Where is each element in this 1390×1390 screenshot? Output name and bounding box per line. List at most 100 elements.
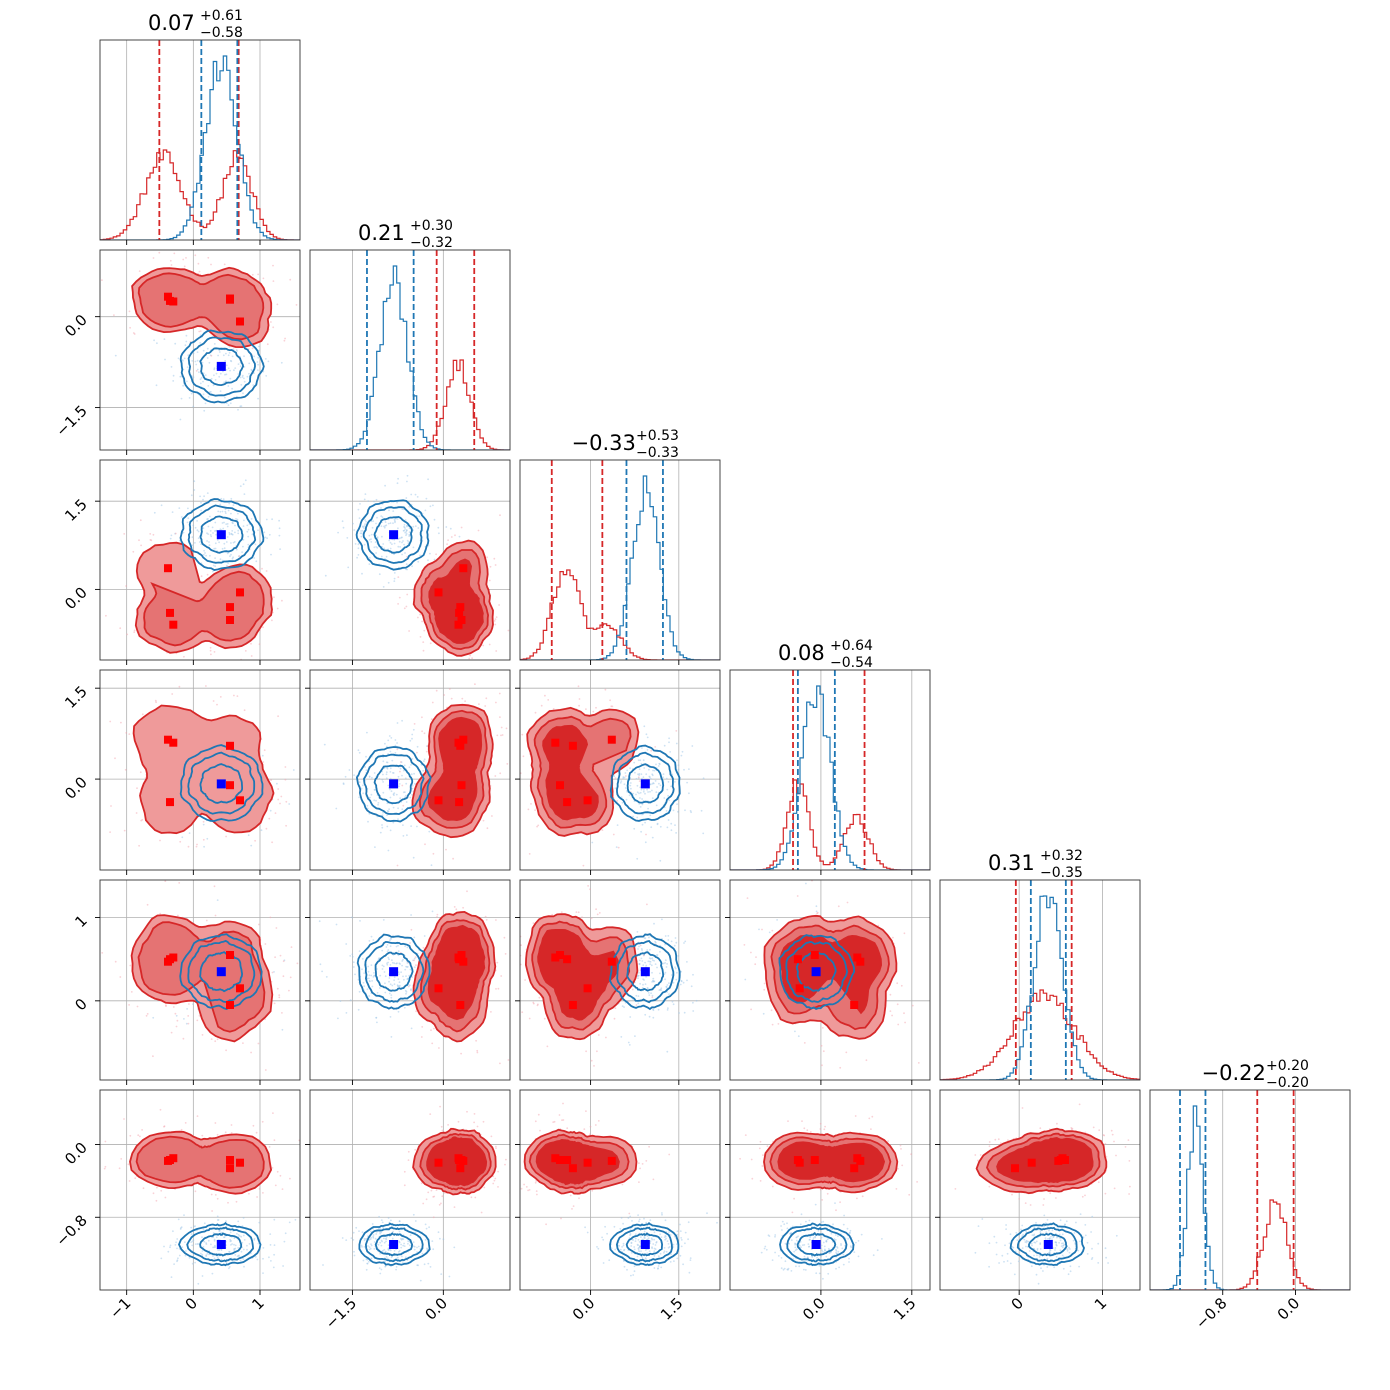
panel-3-2 <box>515 669 721 875</box>
blue-sample <box>404 528 406 530</box>
blue-sample <box>209 530 212 532</box>
blue-sample <box>393 518 396 521</box>
blue-sample <box>226 523 229 525</box>
red-sample <box>431 1042 434 1045</box>
blue-sample <box>629 782 632 784</box>
red-sample <box>182 662 184 664</box>
blue-sample <box>256 361 259 363</box>
red-sample <box>146 903 149 906</box>
blue-sample <box>670 785 672 788</box>
red-sample <box>635 1004 638 1006</box>
blue-sample <box>411 784 414 787</box>
blue-sample <box>692 1001 694 1004</box>
blue-sample <box>383 526 386 529</box>
red-sample <box>436 916 438 918</box>
blue-sample <box>650 992 652 995</box>
red-sample <box>238 555 241 557</box>
blue-sample <box>242 525 245 527</box>
red-sample <box>489 565 492 568</box>
blue-sample <box>416 496 419 498</box>
red-sample <box>468 657 471 660</box>
blue-sample <box>667 935 670 937</box>
blue-sample <box>232 556 235 559</box>
red-sample <box>631 988 634 991</box>
y-tick-label-3-1: 1.5 <box>61 682 91 712</box>
blue-sample <box>417 527 420 529</box>
blue-sample <box>351 955 354 958</box>
blue-sample <box>184 344 187 347</box>
blue-sample <box>373 799 376 802</box>
blue-sample <box>156 342 158 345</box>
blue-sample <box>410 493 413 496</box>
red-sample <box>455 908 458 911</box>
red-sample <box>216 703 218 706</box>
blue-sample <box>204 552 206 554</box>
blue-sample <box>670 940 673 943</box>
red-marker-0 <box>164 292 172 301</box>
blue-sample <box>222 370 224 373</box>
red-sample <box>251 273 254 276</box>
red-sample <box>763 982 766 985</box>
blue-sample <box>196 529 199 532</box>
blue-sample <box>641 803 644 806</box>
blue-sample <box>410 764 412 766</box>
red-histogram <box>100 149 300 240</box>
blue-sample <box>397 950 400 952</box>
blue-sample <box>389 937 392 940</box>
blue-sample <box>382 773 384 776</box>
red-sample <box>270 779 272 782</box>
blue-sample <box>399 963 401 965</box>
blue-sample <box>409 796 412 799</box>
y-tick-label-4-0: 0 <box>71 995 90 1014</box>
red-sample <box>295 304 298 306</box>
red-sample <box>575 911 578 913</box>
blue-sample <box>409 968 412 971</box>
red-sample <box>154 699 157 702</box>
blue-sample <box>390 994 393 996</box>
red-sample <box>275 927 278 929</box>
red-sample <box>936 970 938 972</box>
blue-sample <box>674 937 677 939</box>
blue-sample <box>399 546 401 548</box>
blue-sample <box>640 788 643 791</box>
blue-sample <box>375 522 377 525</box>
red-marker-4 <box>563 955 572 964</box>
red-sample <box>534 711 537 714</box>
red-sample <box>402 804 405 807</box>
red-sample <box>145 1014 148 1017</box>
blue-sample <box>359 532 362 535</box>
blue-sample <box>383 525 385 528</box>
red-sample <box>280 795 283 798</box>
red-sample <box>140 544 142 547</box>
blue-sample <box>387 956 390 959</box>
blue-sample <box>363 498 366 501</box>
blue-sample <box>686 979 688 982</box>
blue-sample <box>776 919 778 921</box>
blue-sample <box>381 814 384 817</box>
red-sample <box>149 539 152 541</box>
blue-sample <box>212 384 215 387</box>
blue-sample <box>396 742 398 744</box>
red-marker-0 <box>459 564 468 573</box>
blue-sample <box>181 836 184 839</box>
red-sample <box>590 1059 593 1062</box>
blue-sample <box>368 534 371 537</box>
red-sample <box>263 749 266 752</box>
blue-sample <box>381 516 384 518</box>
blue-sample <box>647 791 649 793</box>
red-sample <box>128 733 131 735</box>
red-sample <box>139 519 142 522</box>
red-sample <box>250 1051 253 1054</box>
red-sample <box>543 1017 546 1020</box>
blue-sample <box>644 961 646 964</box>
red-sample <box>500 975 503 977</box>
blue-sample <box>637 995 640 997</box>
blue-sample <box>402 824 404 826</box>
blue-sample <box>393 580 396 582</box>
blue-marker <box>216 967 226 977</box>
blue-sample <box>356 556 358 559</box>
blue-sample <box>219 390 222 392</box>
red-sample <box>611 705 614 708</box>
blue-sample <box>242 538 245 541</box>
blue-sample <box>437 526 440 529</box>
